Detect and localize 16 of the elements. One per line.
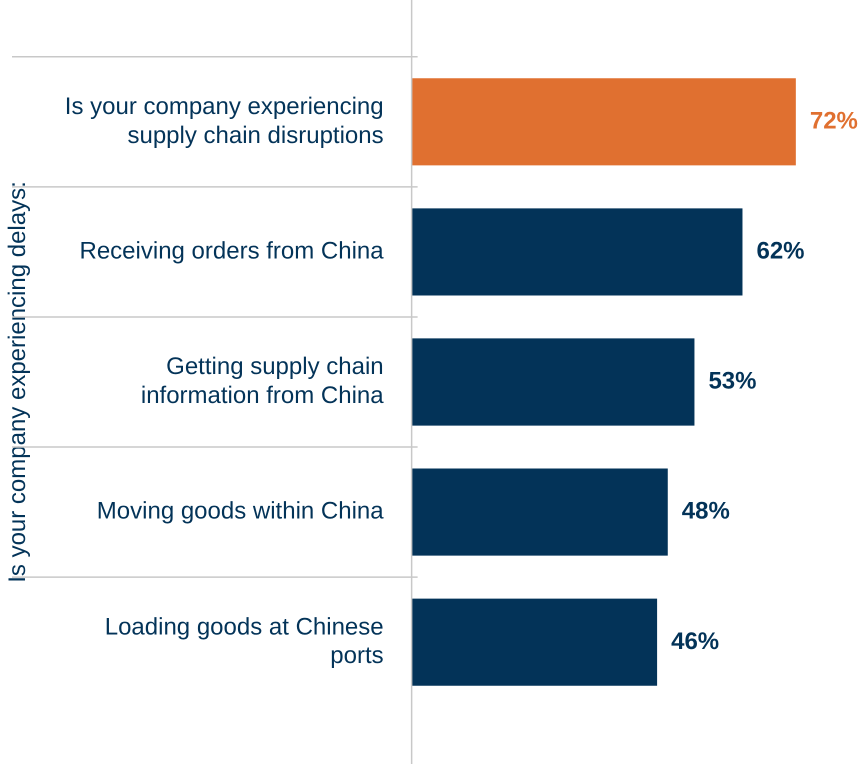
bar xyxy=(412,468,668,556)
y-axis-title: Is your company experiencing delays: xyxy=(4,181,32,583)
bar xyxy=(412,338,694,426)
y-tick-label: Loading goods at Chinese ports xyxy=(104,613,384,670)
data-label: 72% xyxy=(810,107,858,134)
bar xyxy=(412,598,658,686)
bar xyxy=(412,208,742,296)
y-tick-label: Is your company experiencing supply chain disruptions xyxy=(64,93,384,149)
y-tick-label: Receiving orders from China xyxy=(80,238,384,265)
y-tick-label: Getting supply chain information from China xyxy=(140,353,384,410)
data-label: 48% xyxy=(682,498,730,525)
y-tick-label: Moving goods within China xyxy=(96,498,384,525)
bar xyxy=(412,78,796,166)
data-label: 46% xyxy=(671,628,720,655)
data-label: 62% xyxy=(756,238,805,265)
data-label: 53% xyxy=(708,368,756,395)
